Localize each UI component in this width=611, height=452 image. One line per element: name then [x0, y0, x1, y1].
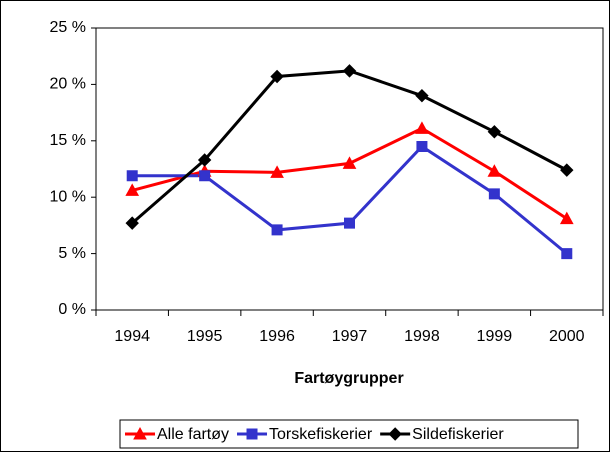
point-marker — [415, 88, 429, 103]
point-marker — [342, 64, 357, 78]
point-marker — [559, 211, 574, 225]
legend-marker — [246, 428, 258, 440]
x-tick-label: 2000 — [549, 328, 585, 345]
point-marker — [270, 165, 284, 178]
point-marker — [342, 156, 357, 169]
point-marker — [416, 140, 428, 152]
x-axis-label: Fartøygrupper — [294, 370, 403, 387]
x-tick-label: 1999 — [477, 328, 513, 345]
point-marker — [125, 183, 140, 196]
y-tick-label: 15 % — [50, 132, 86, 149]
x-tick-label: 1997 — [332, 328, 368, 345]
y-tick-label: 25 % — [50, 19, 86, 36]
y-tick-label: 5 % — [58, 245, 86, 262]
legend-label: Sildefiskerier — [412, 426, 504, 443]
legend-label: Torskefiskerier — [269, 426, 373, 443]
point-marker — [415, 121, 429, 134]
point-marker — [271, 224, 283, 236]
y-tick-label: 0 % — [58, 301, 86, 318]
y-tick-label: 20 % — [50, 76, 86, 93]
y-tick-label: 10 % — [50, 188, 86, 205]
x-tick-label: 1998 — [404, 328, 440, 345]
x-tick-label: 1995 — [187, 328, 223, 345]
point-marker — [560, 163, 574, 177]
point-marker — [126, 170, 138, 182]
point-marker — [270, 69, 284, 84]
point-marker — [488, 188, 500, 200]
point-marker — [199, 170, 211, 182]
point-marker — [487, 164, 502, 177]
legend-box — [119, 419, 579, 449]
point-marker — [125, 216, 139, 230]
legend-marker — [388, 427, 402, 441]
legend-marker — [133, 426, 147, 440]
point-marker — [561, 248, 573, 260]
legend-label: Alle fartøy — [157, 426, 229, 443]
point-marker — [344, 217, 355, 229]
x-tick-label: 1996 — [259, 328, 295, 345]
point-marker — [487, 125, 502, 139]
x-tick-label: 1994 — [114, 328, 150, 345]
point-marker — [197, 153, 212, 167]
